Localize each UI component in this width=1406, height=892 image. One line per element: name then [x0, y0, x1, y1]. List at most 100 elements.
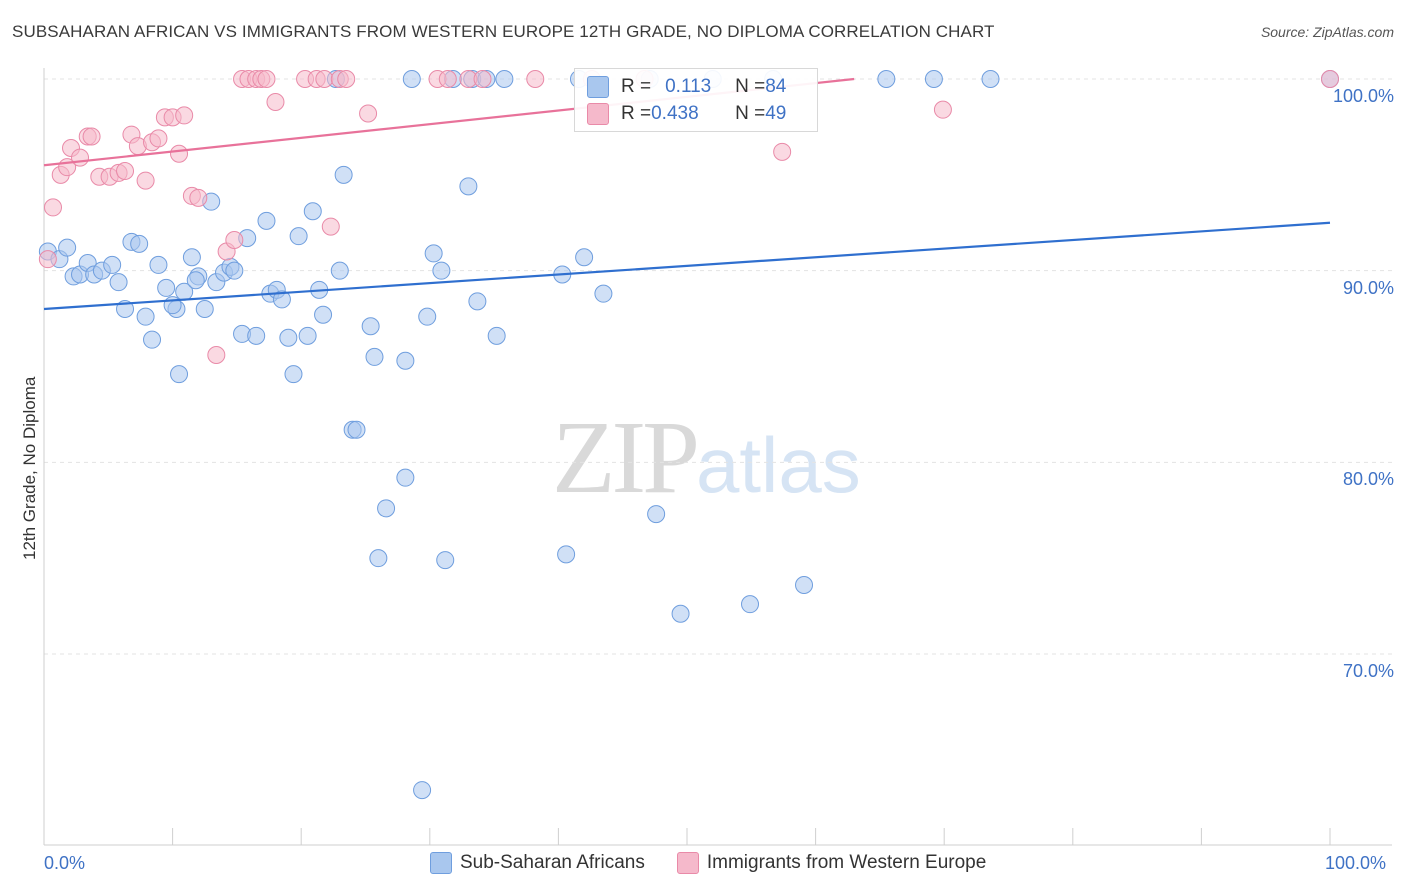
legend-item-subsaharan: Sub-Saharan Africans	[430, 852, 645, 874]
point-subsaharan	[377, 499, 396, 518]
point-westeurope	[438, 70, 457, 88]
point-subsaharan	[361, 317, 380, 336]
point-subsaharan	[272, 290, 291, 309]
point-subsaharan	[314, 305, 333, 324]
legend-label-westeurope: Immigrants from Western Europe	[706, 852, 987, 873]
y-tick-label: 100.0%	[1332, 86, 1394, 106]
point-subsaharan	[396, 468, 415, 487]
point-subsaharan	[330, 261, 349, 280]
point-westeurope	[1321, 70, 1339, 88]
n-value-2: 49	[765, 103, 787, 124]
point-subsaharan	[195, 300, 214, 318]
point-subsaharan	[143, 330, 162, 349]
point-subsaharan	[424, 244, 443, 263]
point-westeurope	[359, 104, 378, 123]
point-subsaharan	[396, 351, 415, 370]
point-subsaharan	[468, 292, 487, 311]
legend-row-westeurope: R = 0.438 N = 49	[587, 103, 786, 125]
x-tick-max: 100.0%	[1325, 853, 1387, 873]
point-westeurope	[207, 346, 226, 364]
point-westeurope	[38, 250, 57, 269]
y-tick-label: 90.0%	[1342, 277, 1394, 298]
point-subsaharan	[109, 273, 128, 292]
point-subsaharan	[334, 165, 353, 184]
point-subsaharan	[103, 255, 122, 274]
point-subsaharan	[741, 595, 760, 614]
point-subsaharan	[795, 576, 814, 594]
legend-row-subsaharan: R = 0.113 N = 84	[587, 76, 786, 98]
chart-title: SUBSAHARAN AFRICAN VS IMMIGRANTS FROM WE…	[12, 22, 995, 41]
point-subsaharan	[594, 284, 613, 303]
point-subsaharan	[495, 70, 514, 88]
point-subsaharan	[418, 307, 437, 326]
point-westeurope	[175, 106, 194, 125]
r-value-2: 0.438	[651, 103, 699, 124]
point-westeurope	[225, 231, 244, 249]
point-westeurope	[773, 142, 792, 161]
point-subsaharan	[432, 261, 451, 280]
point-subsaharan	[487, 326, 506, 345]
point-subsaharan	[149, 255, 168, 274]
point-subsaharan	[575, 248, 594, 267]
point-subsaharan	[289, 227, 308, 246]
y-axis-label-wrap: 12th Grade, No Diploma	[20, 377, 40, 570]
point-westeurope	[266, 93, 285, 111]
y-axis-label: 12th Grade, No Diploma	[20, 376, 39, 560]
point-westeurope	[337, 70, 356, 88]
point-westeurope	[116, 162, 135, 180]
watermark-zip: ZIP	[552, 400, 700, 515]
point-westeurope	[315, 70, 334, 88]
point-subsaharan	[279, 328, 298, 347]
point-westeurope	[149, 129, 168, 148]
legend-label-subsaharan: Sub-Saharan Africans	[460, 852, 645, 873]
point-subsaharan	[303, 202, 322, 221]
pink-legend-swatch	[676, 852, 699, 874]
point-subsaharan	[369, 549, 388, 568]
n-value-1: 84	[765, 76, 787, 97]
watermark: ZIPatlas	[552, 398, 861, 517]
x-tick-min: 0.0%	[44, 853, 86, 873]
point-westeurope	[189, 188, 208, 207]
r-value-1: 0.113	[665, 76, 712, 97]
point-westeurope	[321, 217, 340, 236]
pink-swatch	[587, 103, 609, 125]
point-subsaharan	[130, 234, 149, 253]
point-westeurope	[44, 198, 63, 217]
y-tick-label: 80.0%	[1342, 469, 1394, 490]
point-westeurope	[136, 171, 155, 190]
point-subsaharan	[365, 347, 384, 366]
point-subsaharan	[58, 238, 77, 257]
trend-line-subsaharan	[43, 221, 1331, 311]
n-label-2: N =	[735, 103, 766, 124]
blue-swatch	[587, 76, 609, 98]
point-subsaharan	[647, 505, 666, 524]
n-label-1: N =	[735, 76, 766, 97]
r-label-1: R =	[621, 76, 652, 97]
r-label-2: R =	[621, 103, 652, 124]
point-subsaharan	[157, 278, 176, 297]
point-subsaharan	[402, 70, 421, 88]
point-subsaharan	[671, 604, 690, 623]
correlation-legend: R = 0.113 N = 84 R = 0.438 N = 49	[574, 68, 818, 132]
point-subsaharan	[225, 261, 244, 280]
point-subsaharan	[557, 545, 576, 564]
point-subsaharan	[247, 326, 266, 345]
point-subsaharan	[170, 365, 189, 384]
point-subsaharan	[436, 551, 455, 570]
point-subsaharan	[347, 420, 366, 439]
point-subsaharan	[257, 211, 276, 230]
watermark-atlas: atlas	[696, 421, 861, 509]
point-westeurope	[526, 70, 545, 88]
point-westeurope	[257, 70, 276, 88]
point-subsaharan	[459, 177, 478, 196]
point-subsaharan	[136, 307, 155, 326]
point-subsaharan	[981, 70, 1000, 88]
y-tick-label: 70.0%	[1342, 661, 1394, 681]
source-label: Source: ZipAtlas.com	[1260, 24, 1394, 40]
point-westeurope	[473, 70, 492, 88]
point-westeurope	[71, 148, 90, 167]
point-subsaharan	[182, 248, 201, 267]
point-subsaharan	[924, 70, 943, 88]
point-subsaharan	[298, 326, 317, 345]
